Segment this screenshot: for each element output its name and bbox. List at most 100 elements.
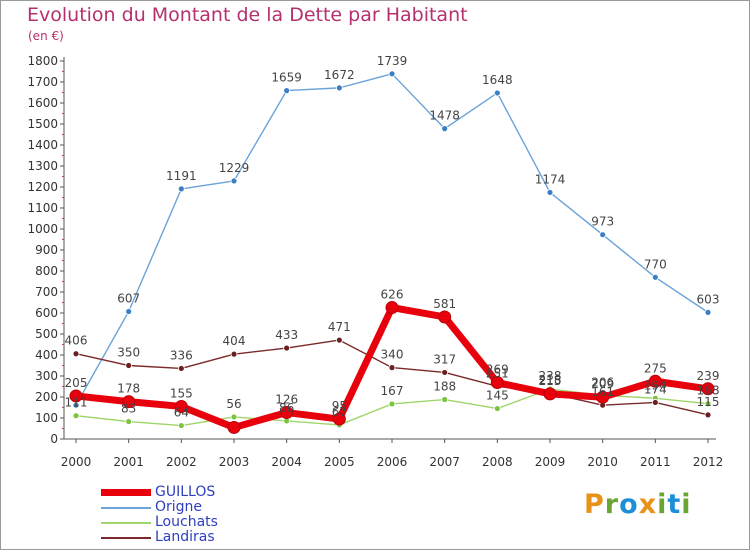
y-tick-label: 0 bbox=[50, 432, 58, 446]
data-label: 336 bbox=[170, 348, 193, 362]
data-point-origne bbox=[283, 87, 291, 95]
legend-item-guillos: GUILLOS bbox=[101, 485, 218, 500]
data-label: 404 bbox=[223, 334, 246, 348]
brand-logo: Proxiti bbox=[584, 489, 692, 520]
data-point-origne bbox=[651, 273, 659, 281]
x-tick-label: 2006 bbox=[377, 455, 408, 469]
data-label: 238 bbox=[539, 369, 562, 383]
data-label: 126 bbox=[275, 393, 298, 407]
brand-letter: t bbox=[667, 489, 682, 520]
data-label: 607 bbox=[117, 292, 140, 306]
data-point-louchats bbox=[493, 405, 501, 412]
legend-item-landiras: Landiras bbox=[101, 530, 218, 545]
data-label: 317 bbox=[433, 352, 456, 366]
x-tick-label: 2012 bbox=[693, 455, 724, 469]
data-label: 167 bbox=[381, 384, 404, 398]
data-point-guillos bbox=[543, 387, 557, 401]
y-tick-label: 400 bbox=[35, 348, 58, 362]
data-point-louchats bbox=[125, 418, 133, 425]
legend-swatch bbox=[101, 521, 151, 524]
data-point-origne bbox=[546, 189, 554, 196]
data-label: 581 bbox=[433, 297, 456, 311]
legend-label: Louchats bbox=[155, 514, 218, 530]
data-point-louchats bbox=[177, 422, 185, 429]
x-tick-label: 2009 bbox=[535, 455, 566, 469]
data-point-guillos bbox=[69, 389, 83, 403]
data-point-landiras bbox=[388, 364, 396, 372]
data-label: 433 bbox=[275, 328, 298, 342]
y-tick-label: 1700 bbox=[27, 75, 58, 89]
x-tick-label: 2003 bbox=[219, 455, 250, 469]
y-tick-label: 300 bbox=[35, 369, 58, 383]
x-tick-label: 2001 bbox=[113, 455, 144, 469]
data-label: 206 bbox=[591, 375, 614, 389]
data-label: 161 bbox=[591, 385, 614, 399]
data-point-origne bbox=[704, 308, 712, 316]
data-point-louchats bbox=[704, 400, 712, 408]
data-label: 471 bbox=[328, 320, 351, 334]
data-point-origne bbox=[335, 84, 343, 92]
data-point-guillos bbox=[332, 412, 346, 426]
y-tick-label: 1800 bbox=[27, 54, 58, 68]
data-label: 209 bbox=[591, 377, 614, 391]
x-tick-label: 2004 bbox=[271, 455, 302, 469]
data-label: 406 bbox=[65, 334, 88, 348]
data-label: 1648 bbox=[482, 73, 513, 87]
legend-swatch bbox=[101, 536, 151, 539]
data-label: 239 bbox=[697, 369, 720, 383]
data-point-guillos bbox=[438, 310, 452, 324]
data-point-guillos bbox=[385, 301, 399, 315]
data-point-guillos bbox=[648, 374, 662, 388]
data-point-origne bbox=[599, 231, 607, 239]
data-label: 218 bbox=[539, 373, 562, 387]
data-label: 188 bbox=[433, 380, 456, 394]
data-label: 56 bbox=[226, 397, 241, 411]
brand-letter: i bbox=[657, 489, 668, 520]
data-label: 111 bbox=[65, 396, 88, 410]
data-point-louchats bbox=[388, 400, 396, 408]
data-point-landiras bbox=[441, 369, 449, 376]
data-label: 67 bbox=[332, 405, 347, 419]
data-point-landiras bbox=[283, 344, 291, 352]
data-label: 350 bbox=[117, 346, 140, 360]
x-tick-label: 2002 bbox=[166, 455, 197, 469]
data-point-guillos bbox=[174, 399, 188, 413]
data-label: 603 bbox=[697, 292, 720, 306]
brand-letter: x bbox=[638, 489, 658, 520]
x-tick-label: 2007 bbox=[429, 455, 460, 469]
brand-letter: i bbox=[681, 489, 692, 520]
y-tick-label: 1400 bbox=[27, 138, 58, 152]
data-label: 269 bbox=[486, 363, 509, 377]
data-label: 194 bbox=[644, 378, 667, 392]
y-tick-label: 600 bbox=[35, 306, 58, 320]
y-tick-label: 1200 bbox=[27, 180, 58, 194]
data-label: 178 bbox=[117, 382, 140, 396]
y-tick-label: 900 bbox=[35, 243, 58, 257]
data-label: 340 bbox=[381, 348, 404, 362]
data-point-louchats bbox=[72, 412, 80, 420]
data-point-guillos bbox=[122, 395, 136, 409]
data-label: 1191 bbox=[166, 169, 197, 183]
x-tick-label: 2005 bbox=[324, 455, 355, 469]
data-label: 86 bbox=[279, 401, 294, 415]
data-label: 174 bbox=[644, 382, 667, 396]
legend-label: Origne bbox=[155, 499, 203, 515]
brand-letter: r bbox=[604, 489, 620, 520]
data-point-guillos bbox=[596, 390, 610, 404]
data-point-landiras bbox=[125, 362, 133, 369]
data-point-landiras bbox=[230, 350, 238, 358]
data-label: 626 bbox=[381, 288, 404, 302]
data-point-origne bbox=[177, 185, 185, 193]
data-point-guillos bbox=[701, 382, 715, 396]
data-point-landiras bbox=[335, 336, 343, 344]
chart-unit: (en €) bbox=[28, 29, 64, 43]
legend-label: GUILLOS bbox=[155, 484, 216, 500]
data-point-guillos bbox=[490, 376, 504, 390]
y-tick-label: 1500 bbox=[27, 117, 58, 131]
x-tick-label: 2000 bbox=[61, 455, 92, 469]
data-label: 251 bbox=[486, 366, 509, 380]
data-label: 115 bbox=[697, 395, 720, 409]
y-tick-label: 1100 bbox=[27, 201, 58, 215]
